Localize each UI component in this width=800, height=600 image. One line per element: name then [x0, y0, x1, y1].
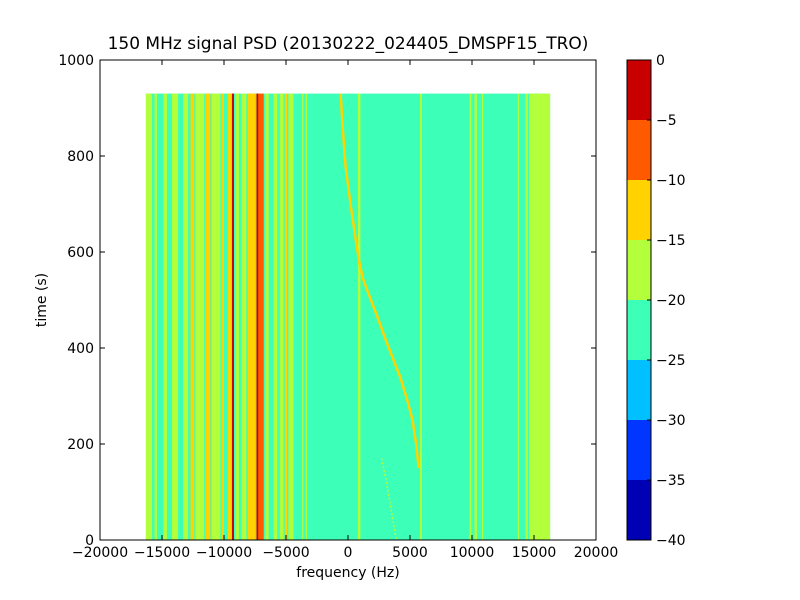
colorbar-segment [627, 60, 651, 120]
colorbar-tick-label: −5 [656, 113, 677, 129]
y-tick-label: 0 [85, 533, 94, 549]
heatmap-band [241, 93, 247, 540]
y-tick-label: 600 [67, 245, 94, 261]
y-tick-label: 1000 [58, 53, 94, 69]
colorbar-segment [627, 420, 651, 480]
heatmap-band [529, 93, 551, 540]
doppler-sweep-trace [339, 93, 420, 469]
x-tick-label: 5000 [392, 545, 428, 561]
colorbar-segment [627, 300, 651, 360]
x-tick-label: −5000 [262, 545, 309, 561]
heatmap-band [525, 93, 528, 540]
heatmap-band [247, 93, 255, 540]
heatmap-band [284, 93, 288, 540]
faint-sweep-trace [380, 458, 398, 541]
colorbar-tick-label: −10 [656, 173, 686, 189]
heatmap-band [419, 93, 422, 540]
heatmap-band [302, 93, 304, 540]
colorbar-segment [627, 480, 651, 540]
heatmap-band [305, 93, 308, 540]
heatmap-band [145, 93, 153, 540]
heatmap-band [183, 93, 189, 540]
colorbar-tick-label: −25 [656, 353, 686, 369]
colorbar-segment [627, 180, 651, 240]
heatmap-band [154, 93, 158, 540]
heatmap-band [195, 93, 205, 540]
colorbar-segment [627, 360, 651, 420]
x-tick-label: −20000 [72, 545, 128, 561]
colorbar-tick-label: −40 [656, 533, 686, 549]
heatmap-band [469, 93, 472, 540]
heatmap-band [517, 93, 520, 540]
x-tick-label: 10000 [450, 545, 495, 561]
colorbar-tick-label: −20 [656, 293, 686, 309]
x-tick-label: −15000 [134, 545, 190, 561]
heatmap-band [279, 93, 284, 540]
heatmap-layer [145, 93, 551, 541]
x-tick-label: 0 [344, 545, 353, 561]
colorbar-segment [627, 120, 651, 180]
y-tick-label: 800 [67, 149, 94, 165]
heatmap-band [211, 93, 221, 540]
heatmap-band [357, 93, 361, 540]
heatmap-band [171, 93, 179, 540]
heatmap-band [273, 93, 278, 540]
y-axis-label: time (s) [34, 273, 50, 327]
x-tick-label: 15000 [512, 545, 557, 561]
heatmap-band [264, 93, 269, 540]
x-axis: −20000 −15000 −10000 −5000 0 5000 10000 15000 20… [72, 60, 618, 561]
colorbar: −40 −35 −30 −25 −20 −15 −10 −5 0 [626, 53, 686, 549]
x-axis-label: frequency (Hz) [296, 565, 399, 581]
colorbar-tick-label: −15 [656, 233, 686, 249]
heatmap-band [288, 93, 294, 540]
x-tick-label: −10000 [196, 545, 252, 561]
colorbar-tick-label: −30 [656, 413, 686, 429]
heatmap-band [235, 93, 239, 540]
colorbar-segment [627, 240, 651, 300]
chart-title: 150 MHz signal PSD (20130222_024405_DMSP… [108, 34, 589, 54]
heatmap-band [227, 93, 232, 540]
heatmap-band [163, 93, 167, 540]
heatmap-band [474, 93, 477, 540]
heatmap-band [481, 93, 484, 540]
y-axis: 0 200 400 600 800 1000 [58, 53, 596, 549]
plot-area [99, 59, 597, 541]
heatmap-band [190, 93, 195, 540]
x-tick-label: 20000 [574, 545, 619, 561]
colorbar-tick-label: −35 [656, 473, 686, 489]
colorbar-tick-label: 0 [656, 53, 665, 69]
y-tick-label: 200 [67, 437, 94, 453]
y-tick-label: 400 [67, 341, 94, 357]
heatmap-band [205, 93, 211, 540]
